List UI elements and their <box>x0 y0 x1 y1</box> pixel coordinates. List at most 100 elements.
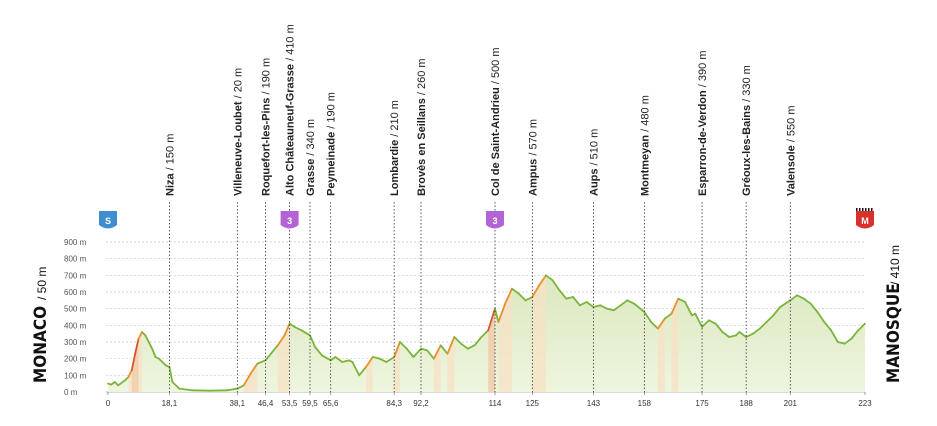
profile-segment <box>494 307 500 323</box>
profile-segment <box>857 322 866 332</box>
profile-segment <box>558 289 568 300</box>
profile-segment <box>752 327 761 335</box>
profile-segment <box>473 336 483 347</box>
y-tick-label: 800 m <box>64 255 87 264</box>
profile-segment <box>551 279 561 292</box>
finish-flag-check <box>856 208 858 211</box>
waypoint-label: Alto Châteauneuf-Grasse / 410 m <box>285 24 297 196</box>
profile-segment <box>276 334 286 347</box>
profile-segment <box>127 369 133 378</box>
profile-segment <box>765 314 775 323</box>
profile-segment <box>531 284 541 298</box>
profile-segment <box>511 287 520 295</box>
climb-category-badge-text: 3 <box>492 216 497 226</box>
profile-segment <box>772 306 782 317</box>
profile-segment <box>701 319 710 328</box>
x-tick-label: 84,3 <box>386 399 402 408</box>
finish-flag-check <box>871 208 873 211</box>
profile-segment <box>619 299 629 307</box>
gradient-stripes <box>128 275 679 392</box>
profile-segment <box>738 331 748 338</box>
profile-segment <box>283 322 291 337</box>
profile-segment <box>288 322 296 328</box>
y-tick-label: 100 m <box>64 371 87 380</box>
profile-segment <box>309 334 316 348</box>
profile-segment <box>606 307 615 312</box>
profile-segment <box>225 387 239 392</box>
profile-segment <box>670 297 680 315</box>
profile-segment <box>677 297 686 303</box>
profile-segment <box>137 331 143 340</box>
profile-segment <box>147 341 154 350</box>
x-tick-label: 158 <box>638 399 652 408</box>
gradient-stripe <box>505 288 512 392</box>
profile-segment <box>707 319 717 325</box>
waypoint-label: Montmeyan / 480 m <box>639 95 651 196</box>
finish-badge: M <box>856 208 874 229</box>
gradient-stripe <box>498 303 506 392</box>
profile-segment <box>633 302 646 313</box>
profile-segment <box>329 356 337 362</box>
profile-segment <box>351 361 361 377</box>
x-tick-label: 175 <box>695 399 709 408</box>
profile-segment <box>802 297 812 305</box>
profile-segment <box>399 341 408 350</box>
profile-segment <box>487 307 496 332</box>
gradient-stripe <box>284 323 290 392</box>
profile-segment <box>420 347 428 352</box>
gradient-stripe <box>671 298 679 392</box>
profile-segment <box>830 329 839 343</box>
waypoint-markers: Niza / 150 m Villeneuve-Loubet / 20 m Roqu… <box>164 24 797 392</box>
profile-segment <box>358 366 367 377</box>
y-tick-label: 900 m <box>64 238 87 247</box>
profile-segment <box>497 302 507 323</box>
profile-segment <box>663 312 673 320</box>
x-tick-label: 114 <box>489 399 502 408</box>
profile-segment <box>714 322 724 333</box>
profile-segment <box>117 379 126 387</box>
x-tick-label: 46,4 <box>258 399 274 408</box>
profile-segment <box>643 311 653 323</box>
profile-segment <box>779 299 792 308</box>
finish-altitude: / 410 m <box>888 245 902 285</box>
waypoint-label: Gréoux-les-Bains / 330 m <box>741 65 753 196</box>
profile-segment <box>612 304 622 312</box>
finish-flag-check <box>865 208 867 211</box>
profile-segment <box>242 372 252 387</box>
profile-segment <box>650 321 659 330</box>
y-tick-label: 400 m <box>64 321 87 330</box>
profile-segment <box>843 337 853 345</box>
y-tick-label: 300 m <box>64 338 87 347</box>
y-tick-label: 600 m <box>64 288 87 297</box>
waypoint-label: Esparron-de-Verdon / 390 m <box>697 51 709 197</box>
profile-segment <box>314 346 323 357</box>
profile-segment <box>578 301 588 307</box>
profile-segment <box>432 344 442 360</box>
y-tick-label: 200 m <box>64 355 87 364</box>
profile-segment <box>545 274 554 282</box>
y-tick-label: 0 m <box>64 388 78 397</box>
profile-segment <box>823 321 832 332</box>
profile-segment <box>293 326 303 332</box>
climb-category-badge: 3 <box>280 211 299 229</box>
profile-segment <box>134 337 140 355</box>
x-tick-label: 92,2 <box>413 399 429 408</box>
start-altitude: / 50 m <box>35 267 49 300</box>
waypoint-label: Peymeinade / 190 m <box>326 92 338 196</box>
finish-flag-check <box>862 208 864 211</box>
profile-segment <box>809 302 819 313</box>
waypoint-label: Ampus / 570 m <box>527 119 539 196</box>
x-tick-label: 18,1 <box>162 399 178 408</box>
waypoint-label: Roquefort-les-Pins / 190 m <box>261 58 273 196</box>
profile-segment <box>371 356 381 360</box>
profile-segment <box>341 359 350 363</box>
profile-segment <box>517 292 527 302</box>
profile-segment <box>320 354 332 362</box>
x-tick-label: 59,5 <box>302 399 318 408</box>
gradient-stripe <box>138 332 142 392</box>
waypoint-label: Valensole / 550 m <box>785 105 797 196</box>
profile-segment <box>572 296 581 307</box>
profile-segment <box>524 296 534 302</box>
badges: S 3 3 M <box>99 208 874 229</box>
